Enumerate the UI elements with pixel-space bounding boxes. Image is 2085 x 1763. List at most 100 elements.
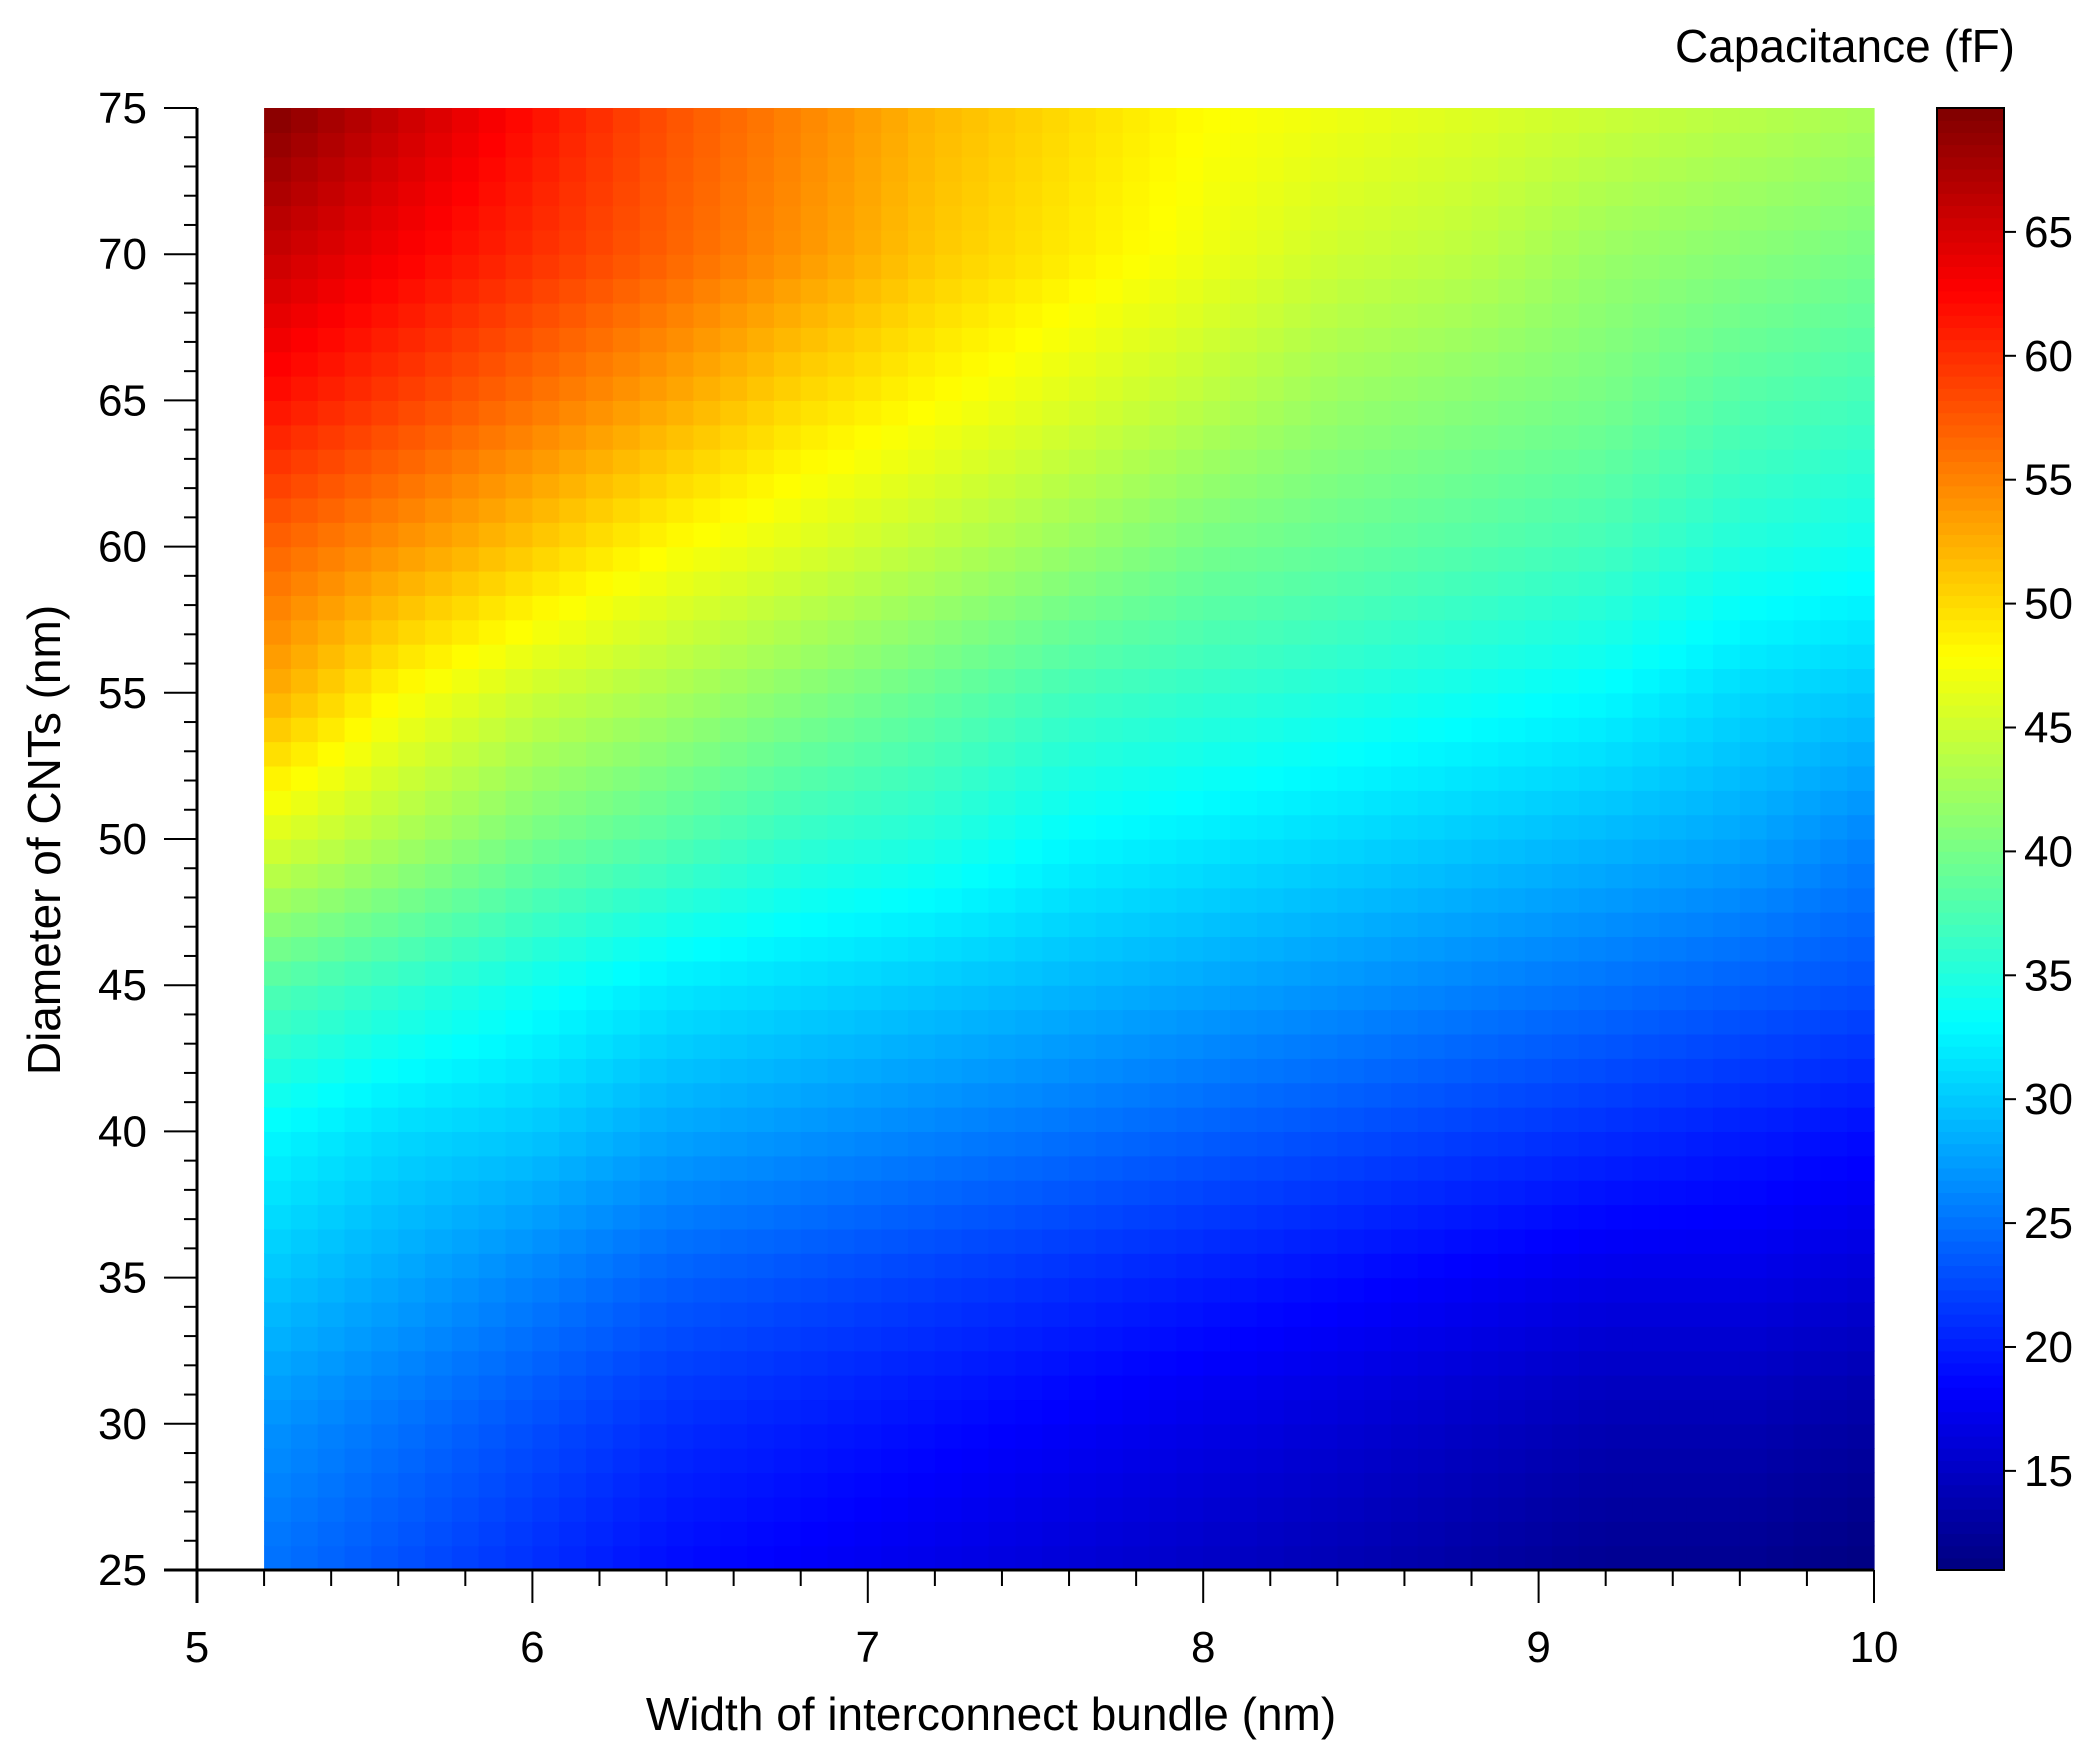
heatmap-cell [1203,985,1231,1011]
colorbar-segment [1937,814,2004,828]
heatmap-cell [1525,1375,1553,1401]
heatmap-cell [773,1253,802,1279]
heatmap-cell [1739,278,1768,304]
heatmap-cell [612,936,641,962]
heatmap-cell [1552,449,1580,475]
heatmap-cell [1605,1496,1634,1522]
heatmap-cell [317,1423,346,1449]
heatmap-cell [1256,1399,1285,1425]
heatmap-cell [908,497,936,523]
heatmap-cell [827,278,855,304]
heatmap-cell [773,1399,802,1425]
heatmap-cell [1820,278,1848,304]
heatmap-cell [586,522,614,548]
heatmap-cell [747,278,775,304]
heatmap-cell [1739,985,1768,1011]
heatmap-cell [800,327,829,353]
heatmap-cell [747,765,775,791]
heatmap-cell [612,1155,641,1181]
heatmap-cell [290,108,319,133]
heatmap-cell [1122,181,1151,207]
heatmap-cell [1471,1228,1499,1254]
heatmap-cell [559,887,587,913]
heatmap-cell [1417,1131,1446,1157]
heatmap-cell [1766,1009,1795,1035]
heatmap-cell [1337,181,1365,207]
heatmap-cell [1578,863,1607,889]
heatmap-cell [881,254,909,280]
heatmap-cell [1176,497,1204,523]
heatmap-cell [800,839,829,864]
heatmap-cell [1525,1131,1553,1157]
heatmap-cell [1793,473,1821,499]
heatmap-cell [827,1131,855,1157]
heatmap-cell [1444,912,1473,938]
heatmap-cell [1015,1009,1043,1035]
heatmap-cell [1042,619,1070,645]
heatmap-cell [1042,424,1070,450]
heatmap-cell [1578,1180,1607,1206]
heatmap-cell [961,302,990,328]
heatmap-cell [934,985,963,1011]
heatmap-cell [1203,229,1231,255]
heatmap-cell [1337,132,1365,158]
heatmap-cell [747,960,775,986]
heatmap-cell [1498,1204,1526,1230]
heatmap-cell [1230,1277,1258,1303]
heatmap-cell [1256,887,1285,913]
heatmap-cell [425,376,453,401]
heatmap-cell [1391,1277,1419,1303]
heatmap-cell [1417,546,1446,572]
heatmap-cell [264,1033,292,1059]
heatmap-cell [371,327,399,353]
heatmap-cell [1203,1423,1231,1449]
heatmap-cell [908,887,936,913]
heatmap-cell [317,449,346,475]
heatmap-cell [478,1228,507,1254]
heatmap-cell [1686,1399,1714,1425]
heatmap-cell [1713,1253,1741,1279]
heatmap-cell [1149,254,1177,280]
heatmap-cell [1069,302,1097,328]
heatmap-cell [666,229,694,255]
heatmap-cell [344,595,373,621]
heatmap-cell [1498,595,1526,621]
heatmap-cell [1444,1472,1473,1498]
heatmap-cell [639,1107,668,1132]
heatmap-cell [1283,1375,1312,1401]
heatmap-cell [666,912,694,938]
heatmap-cell [1766,1350,1795,1376]
heatmap-cell [425,108,453,133]
heatmap-cell [1391,1545,1419,1571]
heatmap-cell [800,205,829,231]
heatmap-cell [1713,1375,1741,1401]
heatmap-cell [1391,1009,1419,1035]
heatmap-cell [1337,1180,1365,1206]
heatmap-cell [1552,522,1580,548]
heatmap-cell [693,912,721,938]
heatmap-cell [693,1131,721,1157]
heatmap-cell [1230,424,1258,450]
heatmap-cell [1095,546,1124,572]
heatmap-cell [666,132,694,158]
heatmap-cell [1793,668,1821,694]
heatmap-cell [639,1545,668,1571]
heatmap-cell [612,132,641,158]
heatmap-cell [1552,717,1580,743]
heatmap-cell [1095,912,1124,938]
heatmap-cell [1283,132,1312,158]
heatmap-cell [1122,912,1151,938]
heatmap-cell [612,1350,641,1376]
heatmap-cell [425,814,453,840]
x-tick-label: 6 [520,1623,544,1672]
heatmap-cell [505,1399,533,1425]
heatmap-cell [1578,839,1607,864]
heatmap-cell [639,790,668,816]
heatmap-cell [1391,1058,1419,1084]
heatmap-cell [1230,717,1258,743]
heatmap-cell [1793,570,1821,596]
heatmap-cell [586,351,614,377]
heatmap-cell [1230,1423,1258,1449]
heatmap-cell [773,473,802,499]
heatmap-cell [478,132,507,158]
